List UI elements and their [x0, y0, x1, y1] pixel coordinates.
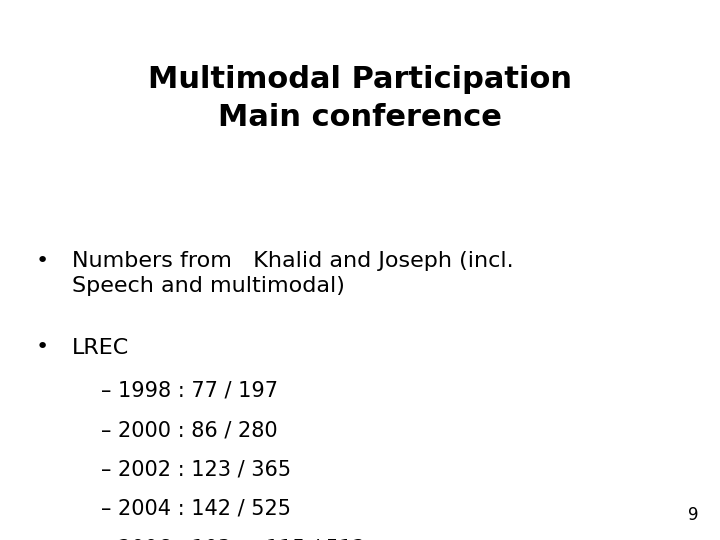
Text: – 1998 : 77 / 197: – 1998 : 77 / 197: [101, 381, 278, 401]
Text: Numbers from   Khalid and Joseph (incl.
Speech and multimodal): Numbers from Khalid and Joseph (incl. Sp…: [72, 251, 513, 296]
Text: – 2000 : 86 / 280: – 2000 : 86 / 280: [101, 420, 277, 440]
Text: 9: 9: [688, 506, 698, 524]
Text: •: •: [36, 251, 49, 271]
Text: •: •: [36, 338, 49, 357]
Text: Multimodal Participation
Main conference: Multimodal Participation Main conference: [148, 65, 572, 132]
Text: – 2002 : 123 / 365: – 2002 : 123 / 365: [101, 460, 291, 480]
Text: – 2006 : 103 or 115 / 512: – 2006 : 103 or 115 / 512: [101, 538, 365, 540]
Text: – 2004 : 142 / 525: – 2004 : 142 / 525: [101, 499, 291, 519]
Text: LREC: LREC: [72, 338, 130, 357]
